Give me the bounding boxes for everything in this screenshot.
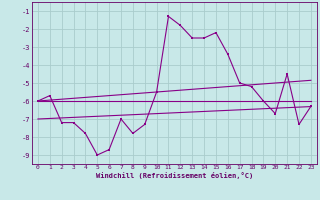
X-axis label: Windchill (Refroidissement éolien,°C): Windchill (Refroidissement éolien,°C)	[96, 172, 253, 179]
